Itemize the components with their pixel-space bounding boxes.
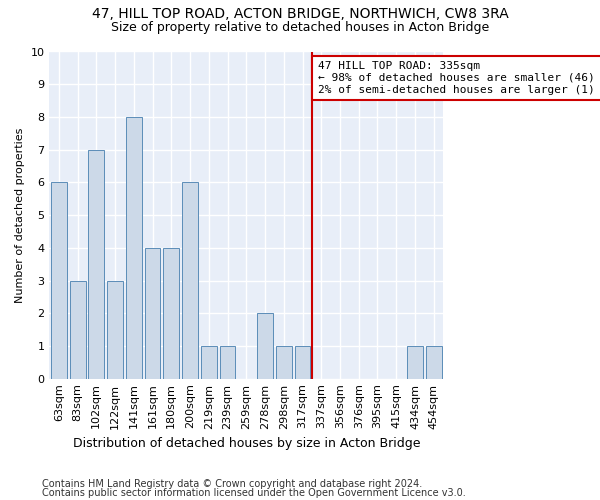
X-axis label: Distribution of detached houses by size in Acton Bridge: Distribution of detached houses by size … [73, 437, 420, 450]
Bar [126, 117, 142, 378]
Bar [51, 182, 67, 378]
Bar [182, 182, 198, 378]
Bar [295, 346, 310, 378]
Text: 47 HILL TOP ROAD: 335sqm
← 98% of detached houses are smaller (46)
2% of semi-de: 47 HILL TOP ROAD: 335sqm ← 98% of detach… [317, 62, 600, 94]
Bar [145, 248, 160, 378]
Bar [220, 346, 235, 378]
Bar [201, 346, 217, 378]
Text: Contains public sector information licensed under the Open Government Licence v3: Contains public sector information licen… [42, 488, 466, 498]
Text: 47, HILL TOP ROAD, ACTON BRIDGE, NORTHWICH, CW8 3RA: 47, HILL TOP ROAD, ACTON BRIDGE, NORTHWI… [92, 8, 508, 22]
Text: Size of property relative to detached houses in Acton Bridge: Size of property relative to detached ho… [111, 21, 489, 34]
Text: Contains HM Land Registry data © Crown copyright and database right 2024.: Contains HM Land Registry data © Crown c… [42, 479, 422, 489]
Bar [70, 280, 86, 378]
Bar [276, 346, 292, 378]
Bar [88, 150, 104, 378]
Bar [407, 346, 423, 378]
Y-axis label: Number of detached properties: Number of detached properties [15, 128, 25, 303]
Bar [163, 248, 179, 378]
Bar [426, 346, 442, 378]
Bar [107, 280, 123, 378]
Bar [257, 313, 273, 378]
